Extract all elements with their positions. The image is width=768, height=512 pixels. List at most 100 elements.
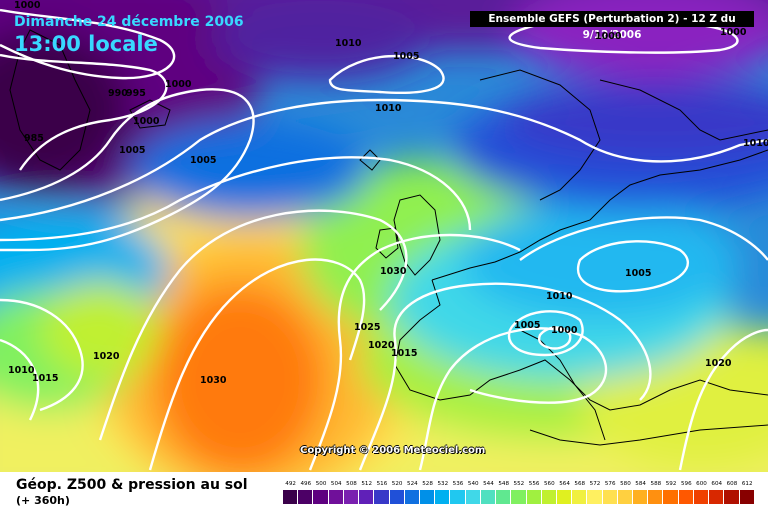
legend-value: 524 — [407, 481, 418, 487]
isobar-label: 1005 — [190, 155, 217, 166]
legend-swatch — [617, 490, 634, 504]
isobar-label: 1005 — [625, 268, 652, 279]
isobar-label: 995 — [126, 88, 146, 99]
legend-swatch — [359, 490, 375, 504]
isobar-label: 1000 — [595, 31, 622, 42]
legend-swatch — [602, 490, 618, 504]
legend-swatch — [587, 490, 603, 504]
legend-value: 560 — [543, 481, 555, 487]
isobar-label: 990 — [108, 88, 128, 99]
isobar-label: 1010 — [743, 138, 768, 149]
legend-swatch — [648, 490, 664, 504]
legend-value: 536 — [452, 481, 464, 487]
legend-value: 564 — [559, 481, 570, 487]
isobar-label: 1010 — [375, 103, 402, 114]
legend-value: 540 — [467, 481, 479, 487]
legend-swatch — [693, 490, 710, 504]
isobars — [0, 8, 768, 471]
isobar-label: 1020 — [705, 358, 732, 369]
legend-swatch — [283, 490, 299, 504]
isobar-label: 1010 — [335, 38, 362, 49]
legend-value: 592 — [665, 481, 677, 487]
legend-swatches — [283, 490, 755, 504]
legend-swatch — [313, 490, 329, 504]
legend-swatch — [389, 490, 405, 504]
legend-value: 552 — [513, 481, 525, 487]
legend-swatch — [419, 490, 436, 504]
isobar-label: 1020 — [368, 340, 395, 351]
legend-value: 584 — [635, 481, 646, 487]
isobar-label: 1030 — [200, 375, 227, 386]
legend-value: 520 — [391, 481, 403, 487]
legend-value: 572 — [589, 481, 601, 487]
isobar-label: 1025 — [354, 322, 381, 333]
legend-value: 516 — [376, 481, 388, 487]
isobar-label: 1015 — [391, 348, 418, 359]
legend-value: 496 — [300, 481, 312, 487]
isobar-label: 1005 — [119, 145, 146, 156]
legend-value: 548 — [498, 481, 510, 487]
forecast-date: Dimanche 24 décembre 2006 — [14, 14, 244, 30]
legend-swatch — [511, 490, 527, 504]
forecast-offset: (+ 360h) — [16, 494, 70, 507]
chart-title: Géop. Z500 & pression au sol — [16, 477, 248, 493]
legend-swatch — [298, 490, 314, 504]
legend-swatch — [572, 490, 588, 504]
legend-value: 604 — [711, 481, 723, 487]
legend-value: 612 — [741, 481, 753, 487]
legend-swatch — [404, 490, 420, 504]
legend-value: 532 — [437, 481, 449, 487]
legend-swatch — [450, 490, 466, 504]
isobar-label: 1020 — [93, 351, 120, 362]
legend-swatch — [480, 490, 497, 504]
legend-value: 568 — [574, 481, 586, 487]
isobar-label: 1000 — [720, 27, 747, 38]
legend-value: 492 — [285, 481, 296, 487]
isobar-label: 1010 — [8, 365, 35, 376]
legend-swatch — [724, 490, 740, 504]
forecast-time: 13:00 locale — [14, 32, 158, 56]
legend-swatch — [496, 490, 512, 504]
legend-swatch — [526, 490, 542, 504]
isobar-label: 1015 — [32, 373, 59, 384]
legend-swatch — [374, 490, 390, 504]
geopotential-field — [0, 0, 768, 472]
legend-swatch — [541, 490, 557, 504]
legend-value: 576 — [604, 481, 616, 487]
forecast-map — [0, 0, 768, 472]
isobar-label: 1030 — [380, 266, 407, 277]
model-run-info: Ensemble GEFS (Perturbation 2) - 12 Z du… — [470, 11, 754, 41]
isobar-label: 1000 — [14, 0, 41, 11]
legend-value: 588 — [650, 481, 662, 487]
legend-value: 512 — [361, 481, 373, 487]
copyright-text: Copyright © 2006 Meteociel.com — [300, 445, 486, 456]
isobar-label: 1000 — [133, 116, 160, 127]
legend-swatch — [633, 490, 649, 504]
legend-swatch — [328, 490, 344, 504]
isobar-label: 1005 — [514, 320, 541, 331]
legend-value: 556 — [528, 481, 540, 487]
isobar-label: 1005 — [393, 51, 420, 62]
isobar-label: 985 — [24, 133, 44, 144]
legend-swatch — [556, 490, 573, 504]
legend-swatch — [435, 490, 451, 504]
isobar-label: 1010 — [546, 291, 573, 302]
legend-swatch — [709, 490, 725, 504]
legend-value: 608 — [726, 481, 738, 487]
legend-value: 504 — [330, 481, 342, 487]
legend-value: 528 — [422, 481, 433, 487]
legend-value: 600 — [696, 481, 707, 487]
color-legend: 492 496 500 504 508 512 516 520 524 528 532 536 540 5… — [283, 478, 755, 506]
legend-swatch — [343, 490, 360, 504]
legend-value: 580 — [620, 481, 631, 487]
legend-labels: 492 496 500 504 508 512 516 520 524 528 532 536 540 5… — [283, 478, 755, 490]
legend-swatch — [678, 490, 694, 504]
legend-value: 500 — [315, 481, 327, 487]
legend-value: 596 — [680, 481, 692, 487]
legend-value: 544 — [483, 481, 494, 487]
isobar-label: 1000 — [551, 325, 578, 336]
legend-swatch — [739, 490, 755, 504]
legend-swatch — [663, 490, 679, 504]
legend-swatch — [465, 490, 481, 504]
